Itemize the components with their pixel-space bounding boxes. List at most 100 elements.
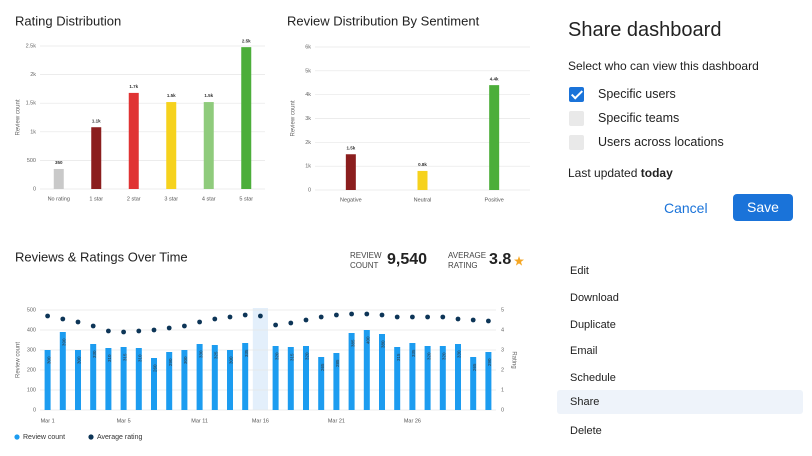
rating-dot (303, 317, 309, 323)
menu-item[interactable]: Share (557, 390, 803, 414)
value-label: 265 (320, 363, 325, 371)
y-axis-label: Review count (291, 100, 297, 136)
y-axis-label: Review count (16, 342, 22, 378)
y-tick-label: 2k (305, 140, 311, 146)
value-label: 330 (198, 350, 203, 358)
y2-tick-label: 1 (501, 387, 504, 393)
option-label: Specific teams (598, 111, 680, 125)
last-updated: Last updated today (568, 166, 673, 180)
menu: Edit Download Duplicate Email Schedule Share D… (555, 258, 812, 456)
cancel-button[interactable]: Cancel (664, 200, 708, 216)
option[interactable]: Specific teams (569, 109, 679, 127)
checkbox[interactable] (569, 86, 584, 102)
panel-prompt: Select who can view this dashboard (568, 59, 759, 73)
value-label: 1.5k (346, 145, 355, 150)
rating-dot (273, 322, 278, 328)
bar (417, 170, 428, 190)
legend-label: Average rating (97, 434, 143, 441)
rating-dot (197, 319, 203, 325)
hover-band (252, 308, 268, 410)
checkbox[interactable] (569, 110, 584, 126)
bar (287, 347, 294, 410)
value-label: 335 (411, 349, 416, 357)
value-label: 300 (46, 356, 51, 364)
y-tick-label: 1.5k (26, 101, 37, 107)
value-label: 320 (305, 352, 310, 360)
value-label: 300 (183, 356, 188, 364)
bar (470, 357, 477, 410)
bar (242, 343, 249, 410)
value-label: 385 (350, 339, 355, 347)
option[interactable]: Users across locations (569, 133, 724, 151)
value-label: 325 (213, 351, 218, 359)
value-label: 390 (61, 338, 66, 346)
value-label: 350 (55, 160, 63, 165)
value-label: 310 (107, 354, 112, 362)
rating-dot (455, 316, 461, 322)
x-tick-label: No rating (48, 196, 70, 202)
bar (196, 344, 203, 410)
bar (53, 168, 64, 189)
value-label: 290 (168, 358, 173, 366)
save-button[interactable]: Save (733, 194, 793, 221)
x-tick-label: Mar 16 (252, 418, 269, 424)
x-tick-label: 2 star (127, 196, 141, 202)
value-label: 300 (229, 356, 234, 364)
checkbox[interactable] (569, 134, 584, 150)
legend-swatch (88, 434, 94, 440)
value-label: 265 (472, 363, 477, 371)
menu-item[interactable]: Edit (570, 265, 589, 277)
menu-item[interactable]: Schedule (570, 372, 616, 384)
bar (439, 346, 446, 410)
rating-dot (106, 328, 111, 334)
bar (128, 92, 139, 189)
y-tick-label: 5k (305, 68, 311, 74)
x-tick-label: Mar 21 (328, 418, 345, 424)
y-tick-label: 500 (27, 307, 36, 313)
rating-dot (166, 325, 172, 331)
rating-dot (182, 323, 187, 329)
value-label: 4.4k (490, 76, 499, 81)
value-label: 320 (441, 352, 446, 360)
y2-tick-label: 4 (501, 327, 504, 333)
bar (394, 347, 401, 410)
value-label: 260 (153, 364, 158, 372)
bar (75, 350, 81, 410)
value-label: 2.5k (242, 38, 251, 43)
value-label: 1.7k (129, 84, 138, 89)
x-tick-label: Neutral (414, 197, 432, 203)
menu-item[interactable]: Download (570, 292, 619, 304)
bar (203, 102, 214, 189)
bar (272, 346, 279, 410)
y2-tick-label: 3 (501, 347, 504, 353)
y-axis-label: Review count (16, 99, 22, 135)
rating-dot (440, 314, 446, 320)
rating-dot (151, 327, 157, 333)
value-label: 330 (92, 350, 97, 358)
value-label: 330 (457, 350, 462, 358)
menu-item[interactable]: Duplicate (570, 319, 616, 331)
bar (166, 352, 173, 410)
stat-label: REVIEW COUNT (350, 251, 382, 270)
y-tick-label: 0 (33, 407, 36, 413)
rating-dot (212, 316, 218, 322)
rating-dot (379, 312, 385, 318)
menu-item[interactable]: Delete (570, 425, 602, 437)
y2-tick-label: 0 (501, 407, 504, 413)
legend-swatch (14, 434, 20, 440)
bar (485, 352, 492, 410)
value-label: 315 (289, 353, 294, 361)
value-label: 335 (244, 349, 249, 357)
menu-item[interactable]: Email (570, 345, 598, 357)
rating-dot (425, 314, 430, 320)
x-tick-label: Mar 5 (117, 418, 131, 424)
rating-dot (136, 328, 142, 334)
y2-axis-label: Rating (510, 351, 516, 368)
x-tick-label: 3 star (164, 196, 178, 202)
share-panel: Share dashboard Select who can view this… (553, 0, 812, 235)
bar (91, 127, 102, 189)
bar (241, 47, 252, 190)
option[interactable]: Specific users (569, 85, 676, 103)
